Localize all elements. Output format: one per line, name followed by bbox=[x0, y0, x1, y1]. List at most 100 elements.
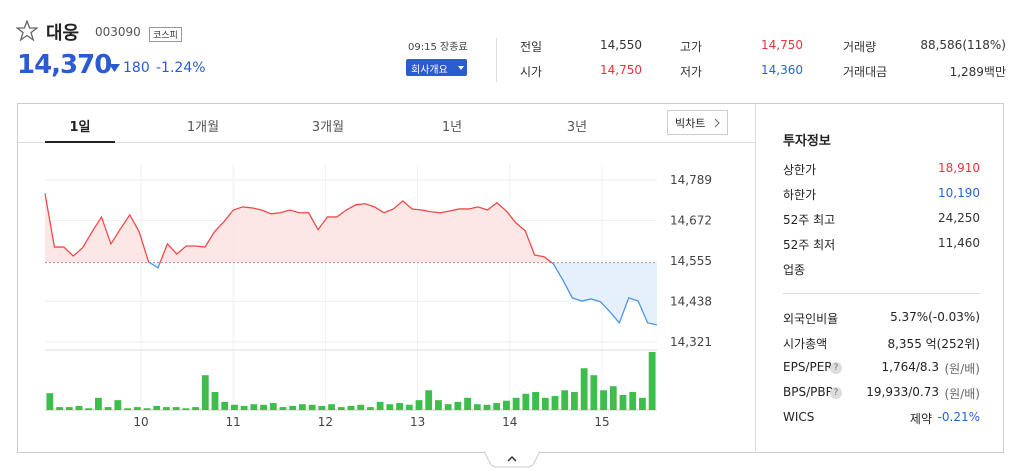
volume-bar bbox=[541, 397, 549, 410]
info-value: 10,190 bbox=[938, 186, 980, 200]
volume-bar bbox=[56, 407, 63, 410]
info-value: 5.37%(-0.03%) bbox=[890, 310, 980, 324]
volume-bar bbox=[153, 405, 161, 410]
help-icon: ? bbox=[830, 387, 842, 399]
info-unit: (원/배) bbox=[944, 362, 981, 376]
volume-bar bbox=[473, 404, 481, 410]
volume-bar bbox=[46, 393, 54, 410]
collapse-tab[interactable] bbox=[484, 451, 540, 469]
tab-line bbox=[18, 142, 755, 143]
volume-bar bbox=[133, 407, 141, 410]
volume-bar bbox=[250, 404, 258, 410]
volume-bar bbox=[512, 397, 520, 410]
x-tick-label: 10 bbox=[133, 415, 148, 429]
caret bbox=[458, 66, 464, 70]
volume-bar bbox=[221, 401, 229, 410]
volume-bar bbox=[619, 394, 627, 410]
volume-bar bbox=[454, 401, 462, 410]
tab[interactable]: 1년 bbox=[441, 120, 463, 135]
volume-bar bbox=[376, 401, 384, 410]
volume-bar bbox=[405, 404, 413, 410]
volume-bar bbox=[124, 408, 131, 410]
volume-bar bbox=[114, 400, 122, 410]
volume-bar bbox=[279, 407, 287, 410]
x-tick-label: 14 bbox=[502, 415, 517, 429]
volume-bar bbox=[75, 405, 83, 410]
info-label: 업종 bbox=[783, 263, 806, 277]
volume-bar bbox=[95, 397, 102, 410]
down-arrow bbox=[109, 64, 120, 72]
volume-bar bbox=[415, 400, 423, 410]
chart: 14,789 14,672 14,555 14,438 14,321 10 11 12 13 14… bbox=[44, 165, 712, 429]
price-area bbox=[45, 193, 657, 325]
price-line bbox=[44, 193, 658, 326]
volume-bar bbox=[201, 375, 209, 410]
info-value: 제약 bbox=[909, 412, 932, 426]
volume-bar bbox=[435, 400, 442, 410]
chevron bbox=[714, 118, 720, 128]
volume-bar bbox=[367, 407, 374, 410]
volume-bar bbox=[347, 405, 355, 410]
panel-divider bbox=[755, 104, 756, 451]
volume-bar bbox=[104, 407, 112, 410]
volume-bar bbox=[425, 390, 433, 410]
tab-underline bbox=[45, 141, 115, 143]
volume-bar bbox=[318, 405, 326, 410]
volume-bar bbox=[600, 390, 607, 410]
volume-bar bbox=[299, 404, 306, 410]
info-label: 시가총액 bbox=[783, 337, 828, 351]
y-tick-label: 14,321 bbox=[670, 335, 712, 349]
volume-bar bbox=[571, 392, 578, 410]
change: 180 bbox=[123, 60, 150, 76]
info-label: 외국인비율 bbox=[783, 312, 839, 326]
stat-value: 14,550 bbox=[600, 38, 642, 52]
market-badge: 코스피 bbox=[149, 27, 182, 42]
volume-bar bbox=[561, 390, 569, 410]
volume-bar bbox=[182, 408, 190, 410]
volume-bar bbox=[648, 352, 656, 410]
tab[interactable]: 1개월 bbox=[186, 120, 220, 135]
company-button[interactable]: 회사개요 bbox=[406, 59, 467, 76]
stat-label: 전일 bbox=[520, 40, 543, 54]
big-chart-button[interactable]: 빅차트 bbox=[667, 110, 728, 135]
x-tick-label: 12 bbox=[318, 415, 333, 429]
x-tick-label: 11 bbox=[226, 415, 241, 429]
volume-bar bbox=[590, 375, 598, 410]
volume-bar bbox=[192, 407, 199, 410]
volume-bar bbox=[172, 407, 180, 410]
volume-bar bbox=[493, 403, 501, 410]
market-time: 09:15 장종료 bbox=[408, 42, 468, 53]
volume-bar bbox=[532, 392, 539, 410]
stat-label: 거래대금 bbox=[843, 65, 888, 79]
info-value: 11,460 bbox=[938, 236, 980, 250]
info-value: 19,933/0.73 bbox=[866, 385, 939, 399]
price: 14,370 bbox=[17, 50, 112, 80]
info-value: 1,764/8.3 bbox=[881, 360, 939, 374]
tab[interactable]: 3년 bbox=[566, 120, 588, 135]
volume-bar bbox=[231, 404, 238, 410]
info-label: 하한가 bbox=[783, 188, 817, 202]
stat-label: 저가 bbox=[680, 65, 703, 79]
separator bbox=[783, 293, 980, 294]
volume-bar bbox=[639, 397, 646, 410]
divider bbox=[496, 38, 497, 82]
x-tick-label: 15 bbox=[594, 415, 609, 429]
volume-bar bbox=[65, 407, 73, 410]
volume-bar bbox=[580, 368, 588, 410]
big-chart-label: 빅차트 bbox=[675, 117, 706, 130]
favorite-star[interactable] bbox=[16, 20, 38, 42]
help-icon: ? bbox=[830, 362, 842, 374]
stat-label: 고가 bbox=[680, 40, 703, 54]
info-label: 상한가 bbox=[783, 163, 817, 177]
tab[interactable]: 1일 bbox=[69, 120, 91, 135]
volume-bar bbox=[240, 405, 248, 410]
info-value: 24,250 bbox=[938, 211, 980, 225]
tab[interactable]: 3개월 bbox=[311, 120, 345, 135]
volume-bar bbox=[269, 403, 277, 410]
y-tick-label: 14,789 bbox=[670, 173, 712, 187]
y-tick-label: 14,672 bbox=[670, 213, 712, 227]
volume-bar bbox=[85, 408, 93, 410]
info-label: 52주 최저 bbox=[783, 238, 836, 252]
volume-bar bbox=[522, 393, 530, 410]
volume-bar bbox=[551, 396, 559, 410]
